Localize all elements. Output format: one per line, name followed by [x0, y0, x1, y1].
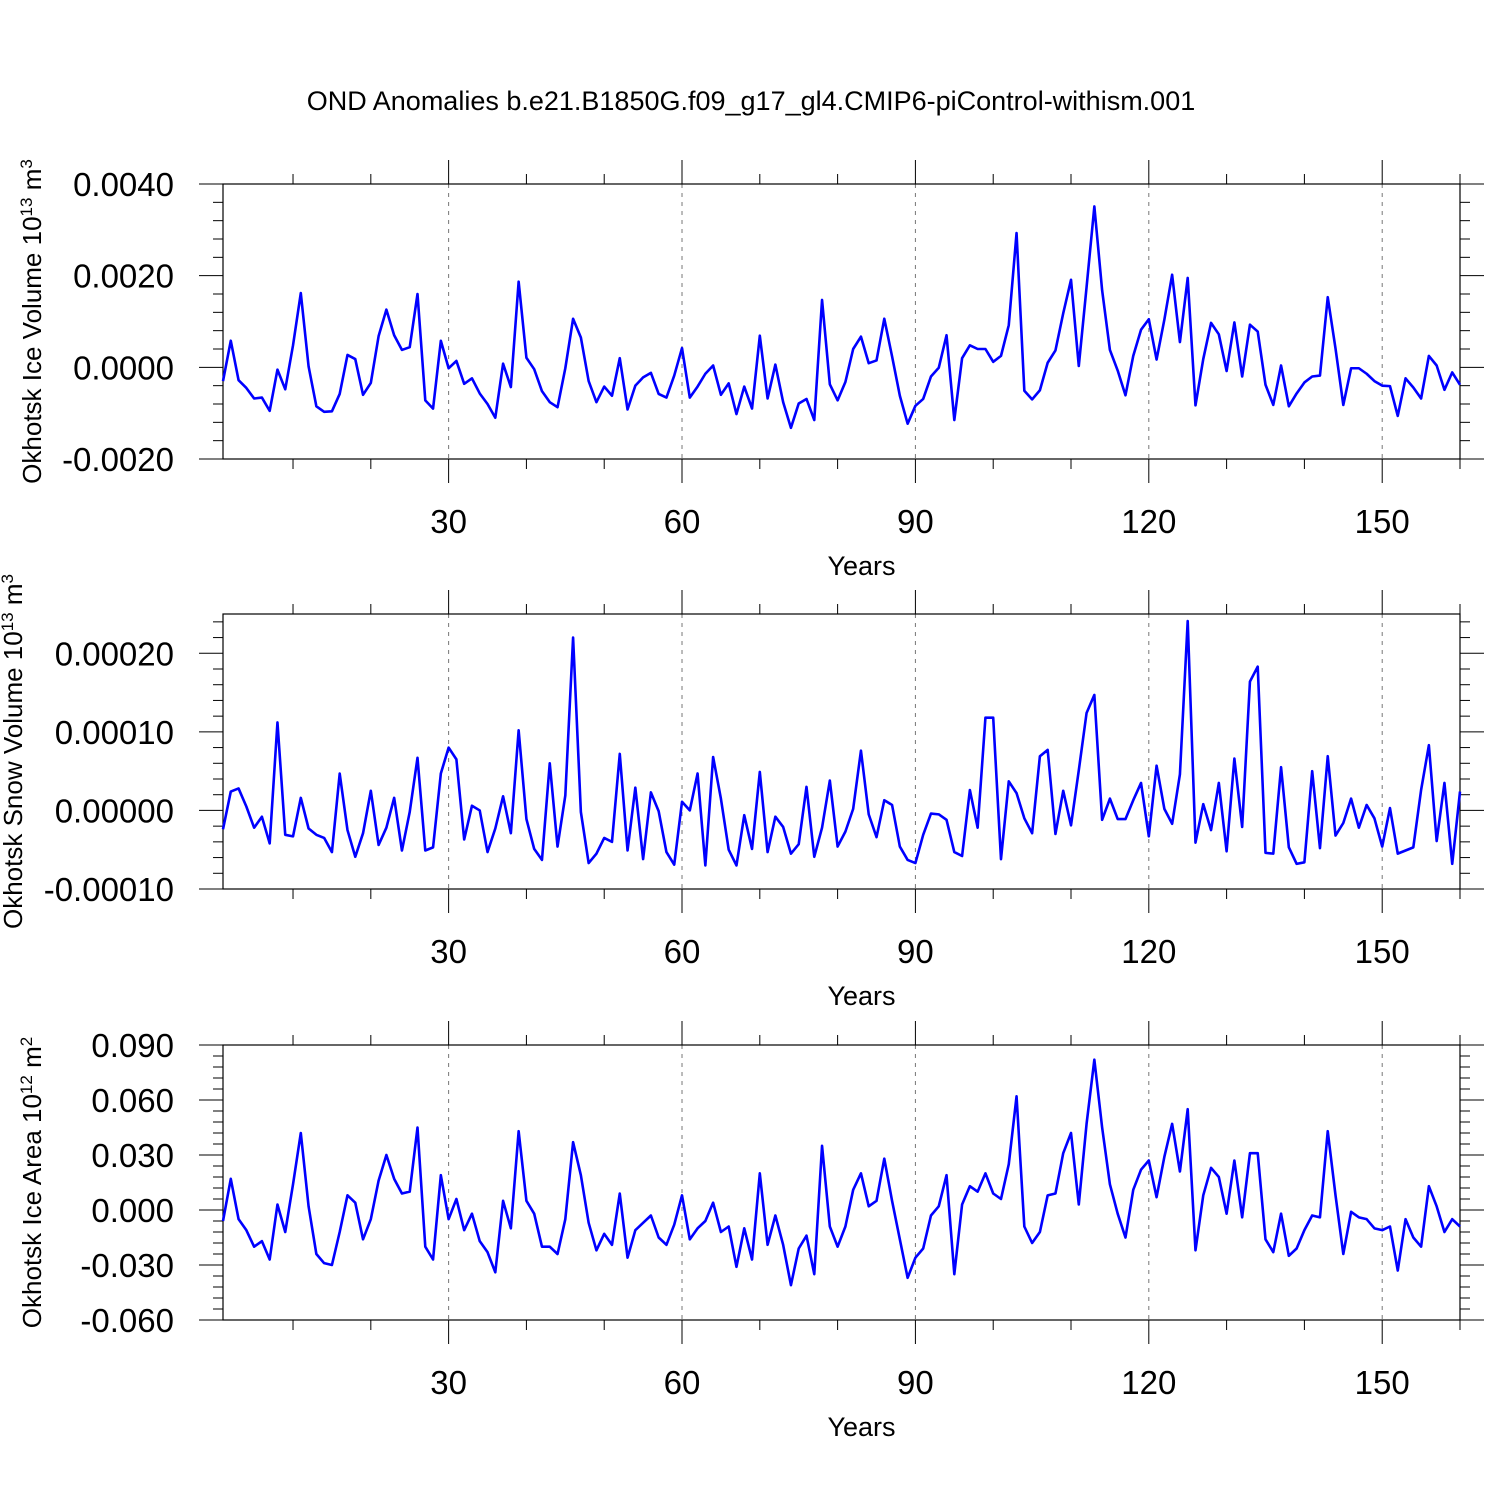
- x-tick-label: 90: [897, 503, 934, 540]
- y-axis-label-superscript: 3: [17, 159, 36, 168]
- y-tick-label: 0.00000: [55, 792, 174, 829]
- x-tick-label: 150: [1355, 503, 1410, 540]
- y-tick-label: -0.0020: [62, 441, 174, 478]
- x-axis-label: Years: [827, 981, 895, 1011]
- y-axis-label-superscript: 3: [0, 574, 17, 583]
- x-tick-label: 60: [664, 1364, 701, 1401]
- y-axis-label-text: m: [17, 169, 47, 198]
- x-tick-label: 120: [1121, 933, 1176, 970]
- y-tick-label: 0.0020: [73, 258, 174, 295]
- y-tick-label: -0.00010: [44, 871, 174, 908]
- y-axis-label: Okhotsk Ice Area 1012 m2: [17, 1037, 48, 1328]
- x-tick-label: 120: [1121, 503, 1176, 540]
- x-tick-label: 30: [430, 1364, 467, 1401]
- plot-frame: [222, 1044, 1461, 1321]
- plot-frame: [222, 613, 1461, 890]
- y-axis-label-text: Okhotsk Ice Area 10: [17, 1094, 47, 1328]
- y-tick-label: 0.00020: [55, 635, 174, 672]
- chart-panel-3: 30 60 90 120 150 -0.060 -0.030 0.000 0.030 0.060 0…: [17, 1021, 1484, 1442]
- figure-title: OND Anomalies b.e21.B1850G.f09_g17_gl4.C…: [307, 86, 1195, 116]
- y-axis-label: Okhotsk Snow Volume 1013 m3: [0, 574, 28, 929]
- x-tick-label: 90: [897, 933, 934, 970]
- y-tick-label: 0.0000: [73, 349, 174, 386]
- series-line: [221, 619, 1462, 867]
- x-tick-label: 150: [1355, 933, 1410, 970]
- x-tick-label: 60: [664, 933, 701, 970]
- y-axis-label-superscript: 2: [17, 1037, 36, 1046]
- y-axis-label-superscript: 13: [17, 198, 36, 217]
- y-tick-label: -0.060: [80, 1302, 174, 1339]
- x-tick-label: 30: [430, 503, 467, 540]
- x-tick-label: 60: [664, 503, 701, 540]
- y-axis-label-text: m: [0, 583, 28, 612]
- x-tick-label: 30: [430, 933, 467, 970]
- x-axis-label: Years: [827, 1412, 895, 1442]
- y-tick-label: 0.030: [91, 1137, 174, 1174]
- y-tick-label: 0.000: [91, 1192, 174, 1229]
- x-tick-label: 150: [1355, 1364, 1410, 1401]
- x-tick-label: 90: [897, 1364, 934, 1401]
- y-axis-label: Okhotsk Ice Volume 1013 m3: [17, 159, 48, 484]
- chart-panel-1: 30 60 90 120 150 -0.0020 0.0000 0.0020 0.0040 Yea…: [17, 159, 1484, 581]
- series-line: [221, 1058, 1461, 1287]
- series-line: [221, 205, 1462, 430]
- y-axis-label-text: Okhotsk Snow Volume 10: [0, 631, 28, 929]
- y-tick-label: 0.0040: [73, 166, 174, 203]
- y-tick-label: 0.060: [91, 1082, 174, 1119]
- y-axis-label-text: m: [17, 1046, 47, 1075]
- y-axis-label-superscript: 13: [0, 612, 17, 631]
- x-tick-label: 120: [1121, 1364, 1176, 1401]
- y-tick-label: -0.030: [80, 1247, 174, 1284]
- plot-frame: [222, 183, 1461, 460]
- x-axis-label: Years: [827, 551, 895, 581]
- y-tick-label: 0.090: [91, 1027, 174, 1064]
- y-axis-label-superscript: 12: [17, 1075, 36, 1094]
- y-tick-label: 0.00010: [55, 714, 174, 751]
- y-axis-label-text: Okhotsk Ice Volume 10: [17, 216, 47, 483]
- chart-panel-2: 30 60 90 120 150 -0.00010 0.00000 0.00010 0.0002…: [0, 574, 1484, 1011]
